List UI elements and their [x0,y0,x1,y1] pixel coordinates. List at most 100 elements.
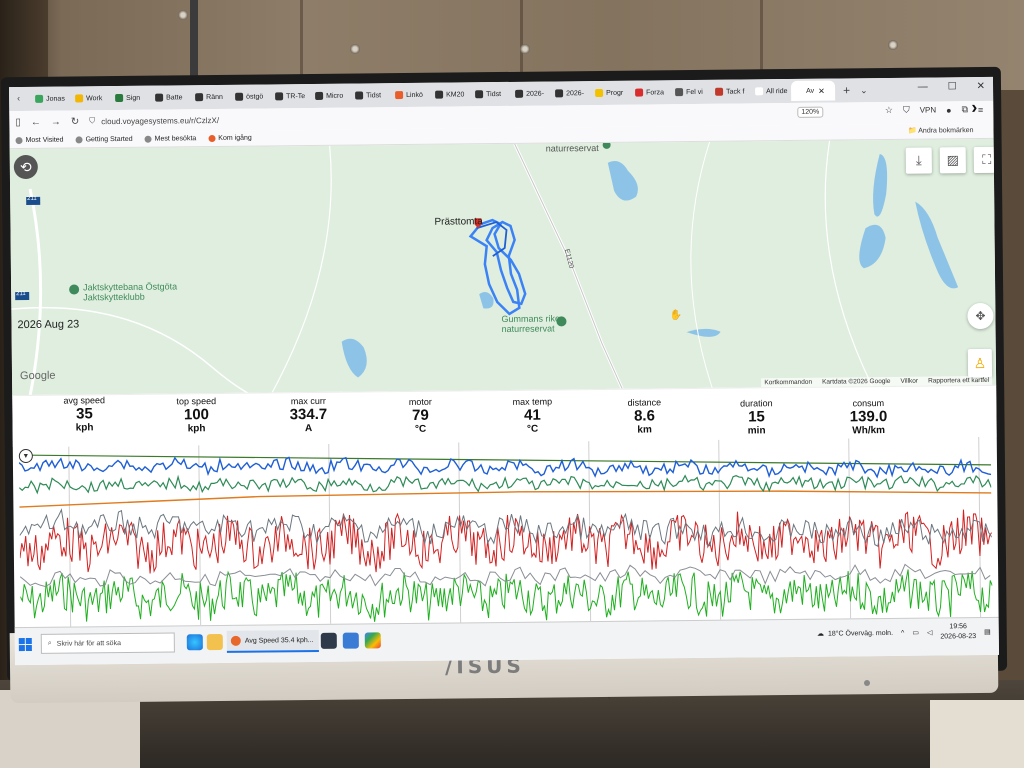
account-icon[interactable]: ● [946,104,952,115]
browser-tab[interactable]: Work [71,88,109,108]
browser-tab[interactable]: All ride lo [751,81,789,101]
download-button[interactable]: ⤓ [905,147,932,174]
edge-icon[interactable] [186,634,203,651]
new-tab-icon[interactable]: + [843,83,851,98]
map-data-link[interactable]: Kartdata ©2026 Google [822,377,891,386]
chart-series-gray [19,508,993,547]
poi-pin [556,316,567,327]
fullscreen-button[interactable]: ⛶ [973,146,997,174]
chart-gridline [848,438,852,619]
wall-screw [888,40,898,50]
network-icon[interactable]: ▭ [912,629,919,637]
windows-logo-tile [25,644,32,652]
browser-tab[interactable]: Forza [631,82,669,102]
stat-unit: °C [526,424,539,436]
start-marker[interactable] [474,218,482,229]
other-bookmarks-folder[interactable]: 📁 Andra bokmärken [907,127,974,135]
browser-tab[interactable]: Linkö [391,85,429,105]
map-canvas [11,140,959,396]
notification-icon[interactable]: ▤ [984,628,991,636]
reload-icon[interactable]: ↻ [70,115,80,128]
stat-unit: km [637,424,652,436]
chrome-icon[interactable] [364,632,381,649]
gear-icon [15,137,23,145]
app-icon[interactable] [320,632,337,649]
taskbar-search-box[interactable]: ⌕ Skriv här för att söka [40,632,175,654]
road [271,145,332,393]
shield-icon: ⛉ [89,116,96,126]
power-button[interactable] [864,680,870,686]
close-window-icon[interactable]: ✕ [976,80,986,93]
file-explorer-icon[interactable] [206,633,223,651]
browser-tab[interactable]: Jonas [31,89,69,109]
browser-tab[interactable]: 2026- [551,83,589,103]
terms-link[interactable]: Villkor [900,377,919,385]
street-view-pegman[interactable]: ♙ [967,348,993,378]
browser-tab[interactable]: Fel vi [671,82,709,102]
tab-favicon-icon [35,94,44,103]
taskbar-clock[interactable]: 19:56 2026-08-23 [940,623,977,641]
browser-tab[interactable]: KM20 [431,84,469,104]
tab-label: Tidst [366,91,382,99]
poi-pin [602,140,611,149]
keyboard-shortcuts-link[interactable]: Kortkommandon [764,378,813,387]
browser-tab[interactable]: Tack f [711,81,749,101]
mail-icon[interactable] [342,632,359,649]
browser-tab[interactable]: Ränn [191,87,229,107]
tray-chevron-icon[interactable]: ^ [900,629,905,637]
wall-screw [520,44,530,54]
zoom-level-badge[interactable]: 120% [797,106,824,118]
tab-list-icon[interactable]: ⌄ [860,84,868,95]
telemetry-chart[interactable] [18,436,993,628]
bookmark-star-icon[interactable]: ☆ [884,104,893,115]
url-bar[interactable]: ⛉ cloud.voyagesystems.eu/r/CzlzX/ [89,110,709,126]
vpn-button[interactable]: VPN [919,105,937,115]
image-button[interactable]: ▨ [939,147,966,174]
pocket-icon[interactable]: ⛉ [902,104,910,115]
stats-next-icon[interactable]: › [971,97,978,118]
weather-widget[interactable]: ☁ 18°C Överväg. moln. [816,629,894,638]
stat-unit: Wh/km [852,425,886,437]
chevron-down-icon: ▼ [22,452,30,460]
taskbar-firefox-window[interactable]: Avg Speed 35.4 kph... [226,629,319,653]
tab-label: Jonas [46,95,65,103]
browser-tab[interactable]: östgö [231,86,269,106]
menu-icon[interactable]: ≡ [977,104,984,115]
browser-tab[interactable]: Micro [311,86,349,106]
report-error-link[interactable]: Rapportera ett kartfel [928,376,990,385]
image-icon: ▨ [946,152,960,168]
back-arrow-icon: ⟲ [19,158,32,175]
sidebar-icon[interactable]: ▯ [15,116,21,128]
bookmark-kom-igang[interactable]: Kom igång [208,135,252,143]
start-button[interactable] [18,637,33,652]
browser-tab[interactable]: Progr [591,83,629,103]
lake [341,338,367,378]
browser-tab[interactable]: Tidst [351,85,389,105]
route-shield [15,291,30,301]
minimize-icon[interactable]: — [917,81,928,93]
maximize-icon[interactable]: ☐ [947,81,957,93]
browser-tab[interactable]: Sign [111,88,149,108]
browser-tab[interactable]: Av ✕ [790,80,836,101]
browser-tab[interactable]: 2026- [511,84,549,104]
tab-scroll-left-icon[interactable]: ‹ [17,93,21,104]
forward-arrow-icon[interactable]: → [50,116,61,128]
volume-icon[interactable]: ◁ [926,629,933,637]
tab-close-icon[interactable]: ✕ [818,86,825,96]
windows-logo-tile [18,638,25,645]
back-arrow-icon[interactable]: ← [30,116,41,128]
chart-collapse-button[interactable]: ▼ [18,448,33,464]
bookmark-most-visited[interactable]: Most Visited [15,137,64,145]
route-map[interactable]: naturreservat Prästtomta E1120 Jaktskytt… [9,138,997,396]
back-button[interactable]: ⟲ [13,154,38,180]
extensions-icon[interactable]: ⧉ [961,104,969,115]
browser-tab[interactable]: Batte [151,87,189,107]
browser-tab[interactable]: Tidst [471,84,509,104]
tab-favicon-icon [195,93,204,102]
bookmark-mest-besokta[interactable]: Mest besökta [144,135,196,143]
chart-series-teal [18,474,992,495]
browser-tab[interactable]: TR-Te [271,86,309,106]
map-pan-control[interactable]: ✥ [967,302,994,330]
bookmark-getting-started[interactable]: Getting Started [75,136,133,144]
stat-consum: consum 139.0 Wh/km [812,398,924,437]
